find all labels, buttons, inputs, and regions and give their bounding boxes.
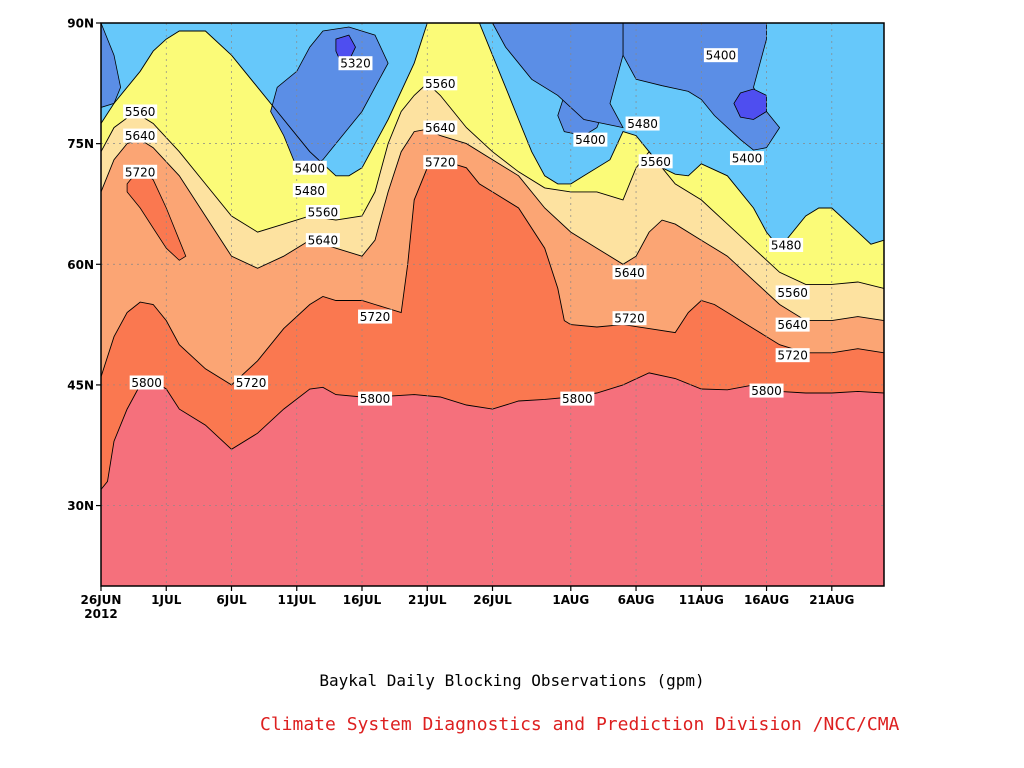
contour-label: 5320 xyxy=(340,57,371,71)
x-tick-label: 11AUG xyxy=(679,593,724,607)
y-tick-label: 90N xyxy=(67,17,94,31)
contour-label: 5640 xyxy=(308,234,339,248)
contour-label: 5560 xyxy=(425,77,456,91)
contour-label: 5720 xyxy=(125,165,156,179)
contour-label: 5640 xyxy=(777,318,808,332)
contour-label-box xyxy=(292,183,327,198)
contour-label: 5400 xyxy=(575,133,606,147)
contour-label: 5800 xyxy=(562,392,593,406)
contour-label-box xyxy=(358,391,393,406)
contour-label-box xyxy=(305,233,340,248)
contour-line-5560 xyxy=(100,82,885,289)
contour-label: 5640 xyxy=(425,121,456,135)
contour-label: 5480 xyxy=(627,117,658,131)
pocket-5320 xyxy=(733,88,767,120)
contour-line-layer xyxy=(100,22,885,490)
contour-label-box xyxy=(573,132,608,147)
x-year-label: 2012 xyxy=(84,607,117,621)
contour-label-box xyxy=(769,237,804,252)
contour-label: 5640 xyxy=(614,266,645,280)
contour-label-box xyxy=(234,375,269,390)
contour-label: 5720 xyxy=(614,312,645,326)
contour-line-5640 xyxy=(100,128,885,322)
contour-label-box xyxy=(123,128,158,143)
x-tick-label: 11JUL xyxy=(277,593,316,607)
contour-label-box xyxy=(305,205,340,220)
x-tick-label: 16AUG xyxy=(744,593,789,607)
contour-label-box xyxy=(123,164,158,179)
x-tick-label: 21AUG xyxy=(809,593,854,607)
contour-line-5480 xyxy=(100,22,885,249)
contour-label: 5480 xyxy=(771,238,802,252)
contour-label-box xyxy=(123,104,158,119)
contour-label-layer: 5560 5640 5720 5800 5720 5400 5480 5560 5640 5320… xyxy=(123,48,810,406)
contour-label-box xyxy=(423,155,458,170)
contour-label-box xyxy=(775,285,810,300)
contour-label: 5480 xyxy=(295,184,326,198)
contour-label-box xyxy=(729,151,764,166)
grid-layer xyxy=(101,23,884,586)
contour-label: 5400 xyxy=(706,49,737,63)
x-tick-label: 21JUL xyxy=(408,593,447,607)
chart-title: Baykal Daily Blocking Observations (gpm) xyxy=(319,671,705,690)
y-tick-label: 45N xyxy=(67,378,94,392)
contour-label: 5560 xyxy=(777,286,808,300)
y-tick-label: 75N xyxy=(67,137,94,151)
contour-label-box xyxy=(703,48,738,63)
y-tick-label: 60N xyxy=(67,258,94,272)
contour-label: 5560 xyxy=(640,155,671,169)
contour-label: 5560 xyxy=(308,206,339,220)
contour-label: 5800 xyxy=(360,392,391,406)
contour-label-box xyxy=(612,265,647,280)
contour-label-box xyxy=(358,309,393,324)
x-tick-label: 6JUL xyxy=(216,593,247,607)
x-tick-label: 1AUG xyxy=(552,593,589,607)
contour-label-box xyxy=(129,375,164,390)
credit-line: Climate System Diagnostics and Predictio… xyxy=(260,714,900,735)
x-tick-label: 6AUG xyxy=(618,593,655,607)
contour-label: 5720 xyxy=(360,310,391,324)
pocket-5400 xyxy=(491,22,624,129)
x-tick-label: 26JUN xyxy=(81,593,122,607)
contour-label-box xyxy=(625,116,660,131)
contour-label-box xyxy=(423,120,458,135)
x-tick-label: 1JUL xyxy=(151,593,182,607)
pocket-5400 xyxy=(622,22,781,151)
contour-label-box xyxy=(423,76,458,91)
contour-label-box xyxy=(638,154,673,169)
contour-label-box xyxy=(292,160,327,175)
contour-label-box xyxy=(775,317,810,332)
y-tick-label: 30N xyxy=(67,499,94,513)
contour-label: 5720 xyxy=(777,349,808,363)
contour-label-box xyxy=(749,383,784,398)
contour-label: 5400 xyxy=(295,161,326,175)
x-tick-label: 16JUL xyxy=(343,593,382,607)
contour-label: 5720 xyxy=(425,156,456,170)
contour-line-5720 xyxy=(100,163,885,386)
contour-label: 5640 xyxy=(125,129,156,143)
contour-label-box xyxy=(338,56,373,71)
x-tick-label: 26JUL xyxy=(473,593,512,607)
contour-label: 5400 xyxy=(732,152,763,166)
contour-label: 5800 xyxy=(751,384,782,398)
contour-label-box xyxy=(775,348,810,363)
contour-label: 5800 xyxy=(131,376,162,390)
contour-label: 5560 xyxy=(125,105,156,119)
contour-label-box xyxy=(612,311,647,326)
contour-label-box xyxy=(560,391,595,406)
contour-label: 5720 xyxy=(236,376,267,390)
axis-layer: 26JUN 1JUL 6JUL 11JUL 16JUL 21JUL 26JUL 1AUG 6AU… xyxy=(67,17,854,622)
